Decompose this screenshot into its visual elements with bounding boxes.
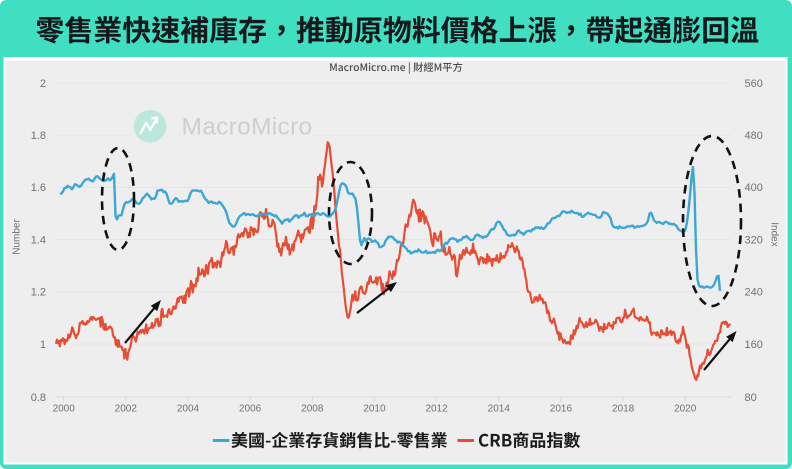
- svg-text:2018: 2018: [612, 404, 635, 415]
- svg-text:2004: 2004: [177, 404, 200, 415]
- svg-text:1: 1: [40, 339, 46, 351]
- svg-text:Index: Index: [769, 222, 780, 246]
- svg-text:2020: 2020: [674, 404, 697, 415]
- svg-text:2012: 2012: [425, 404, 448, 415]
- svg-text:400: 400: [745, 182, 763, 194]
- svg-text:2008: 2008: [301, 404, 324, 415]
- svg-text:320: 320: [745, 234, 763, 246]
- svg-text:2000: 2000: [53, 404, 76, 415]
- svg-text:560: 560: [745, 78, 763, 90]
- svg-text:80: 80: [745, 392, 757, 404]
- svg-text:480: 480: [745, 130, 763, 142]
- svg-text:1.2: 1.2: [31, 287, 46, 299]
- svg-text:1.6: 1.6: [31, 182, 46, 194]
- svg-text:2: 2: [40, 78, 46, 90]
- svg-text:Number: Number: [12, 219, 23, 255]
- svg-text:240: 240: [745, 287, 763, 299]
- svg-text:2014: 2014: [488, 404, 511, 415]
- svg-text:1.4: 1.4: [31, 234, 46, 246]
- svg-text:MacroMicro: MacroMicro: [182, 114, 313, 141]
- svg-text:2006: 2006: [239, 404, 262, 415]
- svg-text:1.8: 1.8: [31, 130, 46, 142]
- svg-text:2010: 2010: [363, 404, 386, 415]
- svg-text:2002: 2002: [115, 404, 138, 415]
- svg-text:160: 160: [745, 339, 763, 351]
- svg-text:2016: 2016: [550, 404, 573, 415]
- svg-text:0.8: 0.8: [31, 392, 46, 404]
